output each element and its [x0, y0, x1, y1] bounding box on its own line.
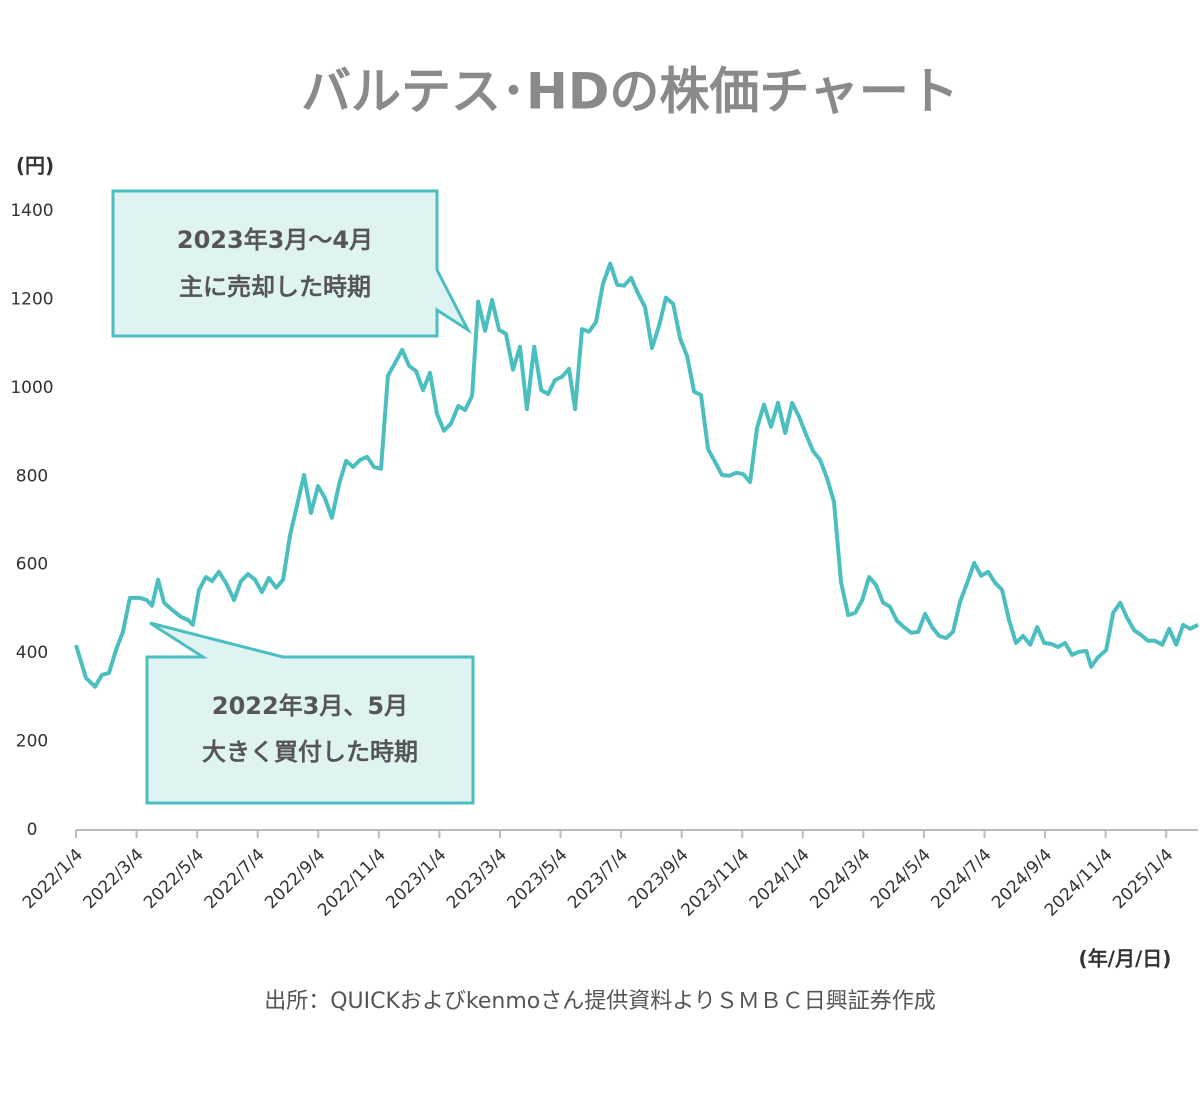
- callout-box: [145, 621, 475, 805]
- y-unit: (円): [16, 154, 54, 178]
- y-tick-label: 1000: [10, 378, 53, 398]
- x-tick-label: 2023/1/4: [382, 845, 450, 913]
- y-tick-label: 600: [16, 555, 48, 575]
- y-tick-label: 200: [16, 732, 48, 752]
- y-tick-label: 0: [27, 820, 38, 840]
- y-tick-label: 1400: [10, 201, 53, 221]
- y-tick-label: 1200: [10, 289, 53, 309]
- y-tick-label: 400: [16, 643, 48, 663]
- x-tick-label: 2023/5/4: [503, 845, 571, 913]
- source: 出所：QUICKおよびkenmoさん提供資料よりＳＭＢＣ日興証券作成: [264, 989, 936, 1014]
- callout-box: [111, 189, 472, 338]
- y-tick-label: 800: [16, 466, 48, 486]
- annotation-text: 大きく買付した時期: [202, 738, 418, 766]
- price-line: [74, 261, 1199, 689]
- annotation-text: 2023年3月～4月: [177, 226, 373, 254]
- chart-title: バルテス･HDの株価チャート: [301, 63, 959, 121]
- x-tick-label: 2024/5/4: [867, 845, 935, 913]
- x-tick-label: 2022/1/4: [19, 845, 87, 913]
- x-unit: (年/月/日): [1079, 947, 1172, 971]
- annotation: 2023年3月～4月 主に売却した時期: [111, 189, 472, 338]
- x-tick-label: 2025/1/4: [1109, 845, 1177, 913]
- annotation-text: 2022年3月、5月: [212, 692, 408, 720]
- annotation-text: 主に売却した時期: [179, 273, 371, 301]
- x-tick-label: 2022/3/4: [80, 845, 148, 913]
- x-tick-label: 2024/7/4: [927, 845, 995, 913]
- x-tick-label: 2024/1/4: [746, 845, 814, 913]
- x-tick-label: 2022/5/4: [140, 845, 208, 913]
- x-tick-label: 2024/3/4: [806, 845, 874, 913]
- x-tick-label: 2023/7/4: [564, 845, 632, 913]
- x-tick-label: 2022/7/4: [201, 845, 269, 913]
- x-tick-label: 2023/3/4: [443, 845, 511, 913]
- annotation: 2022年3月、5月 大きく買付した時期: [145, 621, 475, 805]
